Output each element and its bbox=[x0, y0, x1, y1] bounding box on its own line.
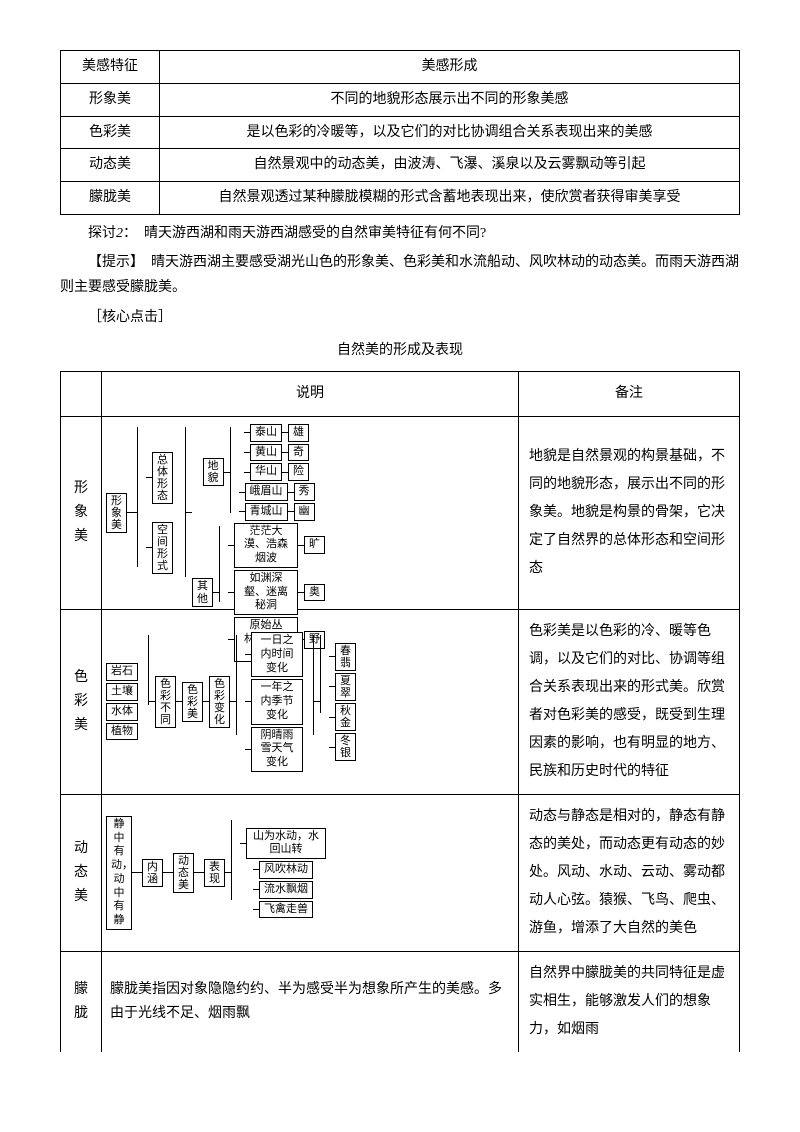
cell: 是以色彩的冷暖等，以及它们的对比协调组合关系表现出来的美感 bbox=[160, 116, 740, 149]
row-label-meng: 朦胧 bbox=[61, 951, 102, 1052]
th-note: 备注 bbox=[519, 371, 740, 416]
cell: 自然景观透过某种朦胧模糊的形式含蓄地表现出来，使欣赏者获得审美享受 bbox=[160, 182, 740, 215]
note-cai: 色彩美是以色彩的冷、暖等色调，以及它们的对比、协调等组合关系表现出来的形式美。欣… bbox=[519, 609, 740, 794]
th-explain: 说明 bbox=[102, 371, 519, 416]
row-label-cai: 色彩美 bbox=[61, 609, 102, 794]
note-dong: 动态与静态是相对的，静态有静态的美处，而动态更有动态的妙处。风动、水动、云动、雾… bbox=[519, 794, 740, 951]
hint-paragraph: 【提示】 晴天游西湖主要感受湖光山色的形象美、色彩美和水流船动、风吹林动的动态美… bbox=[60, 250, 740, 300]
section-title: 自然美的形成及表现 bbox=[60, 338, 740, 363]
desc-meng: 朦胧美指因对象隐隐约约、半为感受半为想象所产生的美感。多由于光线不足、烟雨飘 bbox=[102, 951, 519, 1052]
cell: 朦胧美 bbox=[61, 182, 160, 215]
discussion-question: 探讨2： 晴天游西湖和雨天游西湖感受的自然审美特征有何不同? bbox=[60, 221, 740, 246]
cell: 不同的地貌形态展示出不同的形象美感 bbox=[160, 83, 740, 116]
row-label-xiang: 形象美 bbox=[61, 416, 102, 609]
diagram-cai: 岩石 土壤 水体 植物 色彩不同 色彩美 色彩变化 一日之内时间变化 一年之内季… bbox=[102, 609, 519, 794]
table-aesthetic-features: 美感特征 美感形成 形象美不同的地貌形态展示出不同的形象美感 色彩美是以色彩的冷… bbox=[60, 50, 740, 215]
table-natural-beauty: 说明 备注 形象美 形象美 总体形态 空间形式 地貌 bbox=[60, 371, 740, 1052]
row-label-dong: 动态美 bbox=[61, 794, 102, 951]
cell: 动态美 bbox=[61, 149, 160, 182]
cell: 自然景观中的动态美，由波涛、飞瀑、溪泉以及云雾飘动等引起 bbox=[160, 149, 740, 182]
diagram-xiang: 形象美 总体形态 空间形式 地貌 泰山雄 黄山奇 华 bbox=[102, 416, 519, 609]
note-xiang: 地貌是自然景观的构景基础，不同的地貌形态，展示出不同的形象美。地貌是构景的骨架，… bbox=[519, 416, 740, 609]
cell: 形象美 bbox=[61, 83, 160, 116]
th-formation: 美感形成 bbox=[160, 51, 740, 84]
cell: 色彩美 bbox=[61, 116, 160, 149]
core-click-label: ［核心点击］ bbox=[60, 305, 740, 330]
th-feature: 美感特征 bbox=[61, 51, 160, 84]
diagram-dong: 静中有动，动中有静 内涵 动态美 表现 山为水动，水回山转 风吹林动 流水飘烟 … bbox=[102, 794, 519, 951]
note-meng: 自然界中朦胧美的共同特征是虚实相生，能够激发人们的想象力，如烟雨 bbox=[519, 951, 740, 1052]
